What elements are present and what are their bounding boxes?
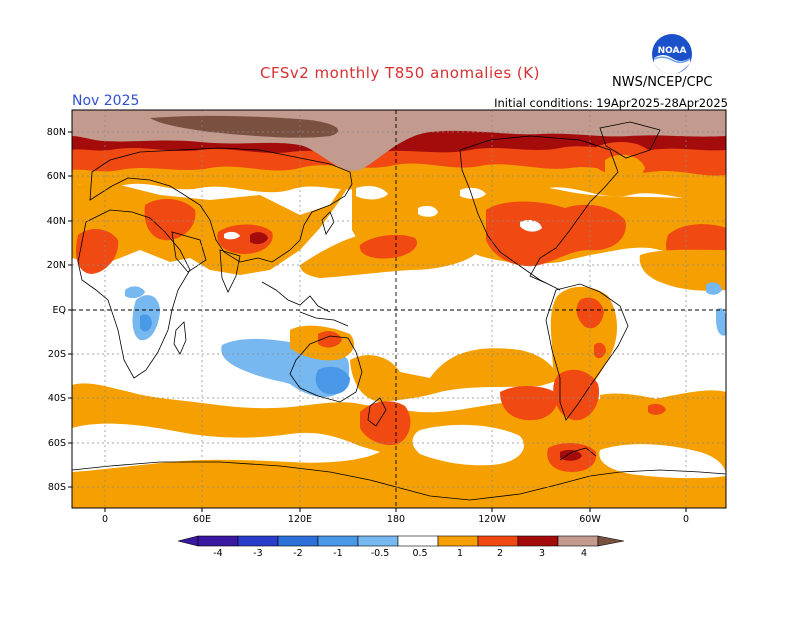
lon-label-0-east: 0 — [683, 514, 689, 525]
lat-label-60n: 60N — [47, 171, 66, 182]
tibet-darkred-core — [250, 232, 268, 245]
colorbar-gt-4 — [597, 535, 625, 547]
colorbar-label-2: 2 — [497, 548, 503, 559]
south-pacific-red-1 — [360, 401, 411, 446]
north-america-white-inner — [520, 220, 542, 232]
australia-blue-core — [315, 366, 350, 395]
sahara-red-blob — [75, 228, 119, 274]
colorbar-neutral — [397, 535, 439, 547]
colorbar-m1-m05 — [317, 535, 359, 547]
colorbar-label-1: 1 — [457, 548, 463, 559]
colorbar-label-m2: -2 — [293, 548, 302, 559]
west-atlantic-blue — [716, 308, 726, 336]
north-america-white-2 — [460, 187, 486, 199]
colorbar-3-4 — [557, 535, 599, 547]
antarctic-red-small — [574, 459, 588, 469]
lon-label-120e: 120E — [288, 514, 312, 525]
north-pacific-red — [359, 234, 418, 259]
equator-dateline — [72, 110, 726, 508]
colorbar-05-1 — [437, 535, 479, 547]
south-pacific-red-3 — [648, 403, 666, 415]
south-america-red — [576, 297, 604, 329]
southern-ocean-white-2 — [412, 424, 524, 466]
north-america-white-1 — [418, 205, 438, 217]
initial-conditions: Initial conditions: 19Apr2025-28Apr2025 — [494, 96, 728, 110]
lon-label-180: 180 — [387, 514, 405, 525]
colorbar-label-m05: -0.5 — [371, 548, 390, 559]
colorbar-m3-m2 — [237, 535, 279, 547]
colorbar-label-m4: -4 — [213, 548, 222, 559]
noaa-logo-icon: NOAA — [652, 34, 692, 74]
lat-label-80s: 80S — [48, 482, 66, 493]
south-america-red-2 — [594, 342, 606, 359]
colorbar-m4-m3 — [197, 535, 239, 547]
map-title: CFSv2 monthly T850 anomalies (K) — [260, 64, 540, 82]
atlantic-east-blue — [706, 282, 722, 295]
anomaly-field — [72, 110, 726, 508]
colorbar-label-3: 3 — [539, 548, 545, 559]
arctic-max-core — [150, 115, 339, 138]
tibet-inner-white — [224, 231, 240, 240]
lat-label-20s: 20S — [48, 349, 66, 360]
lat-label-40s: 40S — [48, 393, 66, 404]
lat-label-eq: EQ — [53, 305, 66, 316]
lat-label-40n: 40N — [47, 216, 66, 227]
noaa-logo-text: NOAA — [658, 46, 687, 56]
southern-ocean-white-1 — [72, 423, 380, 472]
lon-label-60e: 60E — [193, 514, 211, 525]
agency-label: NWS/NCEP/CPC — [612, 75, 713, 90]
south-pacific-orange-arm — [350, 348, 560, 402]
antarctic-peninsula-darkred — [560, 449, 582, 461]
colorbar-label-05: 0.5 — [412, 548, 427, 559]
colorbar-label-m1: -1 — [333, 548, 342, 559]
southern-ocean-orange — [72, 383, 726, 508]
south-atlantic-red — [553, 369, 600, 421]
atlantic-orange-tail — [639, 249, 726, 291]
lon-label-0: 0 — [102, 514, 108, 525]
colorbar-label-4: 4 — [581, 548, 587, 559]
colorbar-2-3 — [517, 535, 559, 547]
lon-label-120w: 120W — [478, 514, 506, 525]
lat-label-80n: 80N — [47, 127, 66, 138]
north-america-red — [486, 201, 626, 267]
southern-ocean-white-3 — [599, 444, 726, 479]
lon-label-60w: 60W — [579, 514, 601, 525]
lat-label-60s: 60S — [48, 438, 66, 449]
colorbar — [177, 535, 625, 547]
graticule — [72, 110, 726, 508]
south-pacific-red-2 — [500, 386, 558, 421]
lat-label-20n: 20N — [47, 260, 66, 271]
australia-red-patch — [318, 331, 342, 348]
europe-red-blob — [144, 198, 196, 241]
colorbar-label-m3: -3 — [253, 548, 262, 559]
colorbar-1-2 — [477, 535, 519, 547]
south-atlantic-orange-east — [600, 393, 694, 421]
map-frame — [71, 109, 727, 509]
north-pacific-white — [356, 186, 388, 200]
colorbar-m05-05a — [357, 535, 399, 547]
colorbar-m2-m1 — [277, 535, 319, 547]
africa-blue-core — [140, 314, 152, 332]
forecast-month: Nov 2025 — [72, 93, 140, 109]
colorbar-lt-minus4 — [177, 535, 199, 547]
africa-blue-1 — [125, 286, 145, 299]
